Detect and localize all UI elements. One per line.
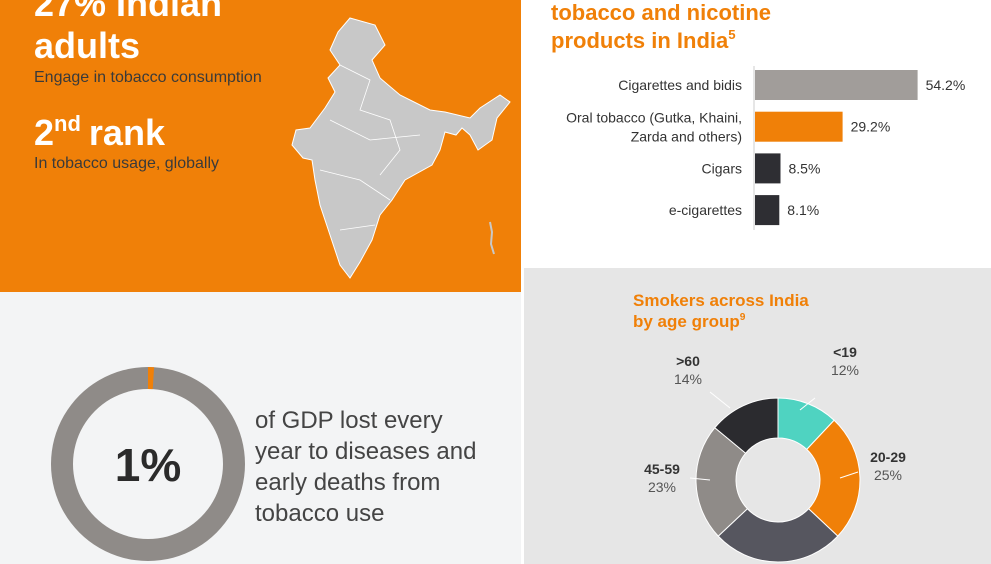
segment-value: 25% <box>874 467 902 483</box>
leader-line <box>689 477 711 481</box>
bar <box>755 195 780 226</box>
rank-suffix: nd <box>54 111 81 136</box>
segment-value: 12% <box>831 362 859 378</box>
chart-title-line: tobacco and nicotine <box>551 0 771 25</box>
bar <box>755 153 781 184</box>
donut-segment <box>806 419 861 537</box>
segment-value: 14% <box>674 371 702 387</box>
title-superscript: 9 <box>740 312 746 323</box>
stat-headline: 27% Indian <box>34 0 222 24</box>
category-label: Oral tobacco (Gutka, Khaini, Zarda and ot… <box>566 110 742 145</box>
gauge-caption: year to diseases and <box>255 438 476 465</box>
chart-title: products in India5 <box>551 27 736 53</box>
bar <box>755 70 918 100</box>
chart-title: by age group9 <box>633 312 746 331</box>
category-label-line: Oral tobacco (Gutka, Khaini, <box>566 110 742 126</box>
gauge-label: 1% <box>115 439 181 491</box>
value-label: 29.2% <box>851 119 891 135</box>
map-borders <box>319 64 421 231</box>
leader-line <box>839 471 859 479</box>
rank-headline: 2nd rank <box>34 111 166 153</box>
map-islands <box>489 221 495 255</box>
gauge-value <box>148 367 155 390</box>
leader-line <box>709 391 731 409</box>
chart-title-line: products in India <box>551 28 729 53</box>
segment-value: 23% <box>648 479 676 495</box>
chart-title-line: by age group <box>633 312 740 331</box>
segment-label: 20-29 <box>870 449 906 465</box>
category-label-line: Zarda and others) <box>631 129 742 145</box>
value-label: 8.1% <box>787 202 819 218</box>
category-label: e-cigarettes <box>669 202 742 218</box>
value-label: 8.5% <box>789 160 821 176</box>
chart-title: tobacco and nicotine <box>551 0 771 25</box>
leader-line <box>799 397 816 411</box>
chart-title-line: Smokers across India <box>633 291 809 310</box>
stat-headline: adults <box>34 25 140 66</box>
segment-label: 45-59 <box>644 461 680 477</box>
segment-label: <19 <box>833 344 857 360</box>
title-superscript: 5 <box>728 27 735 42</box>
gauge-caption: of GDP lost every <box>255 407 443 434</box>
rank-number: 2 <box>34 112 54 153</box>
stat-caption: Engage in tobacco consumption <box>34 69 262 86</box>
stat-caption: In tobacco usage, globally <box>34 155 219 172</box>
donut-segment <box>714 397 779 454</box>
india-map <box>291 17 511 279</box>
gauge-caption: tobacco use <box>255 500 384 527</box>
gauge-caption: early deaths from <box>255 469 440 496</box>
category-label: Cigars <box>702 160 742 176</box>
chart-title: Smokers across India <box>633 291 809 310</box>
donut-segment <box>717 508 839 563</box>
category-label: Cigarettes and bidis <box>618 77 742 93</box>
value-label: 54.2% <box>926 77 966 93</box>
rank-word: rank <box>89 112 166 153</box>
segment-label: >60 <box>676 353 700 369</box>
bar <box>755 111 843 142</box>
